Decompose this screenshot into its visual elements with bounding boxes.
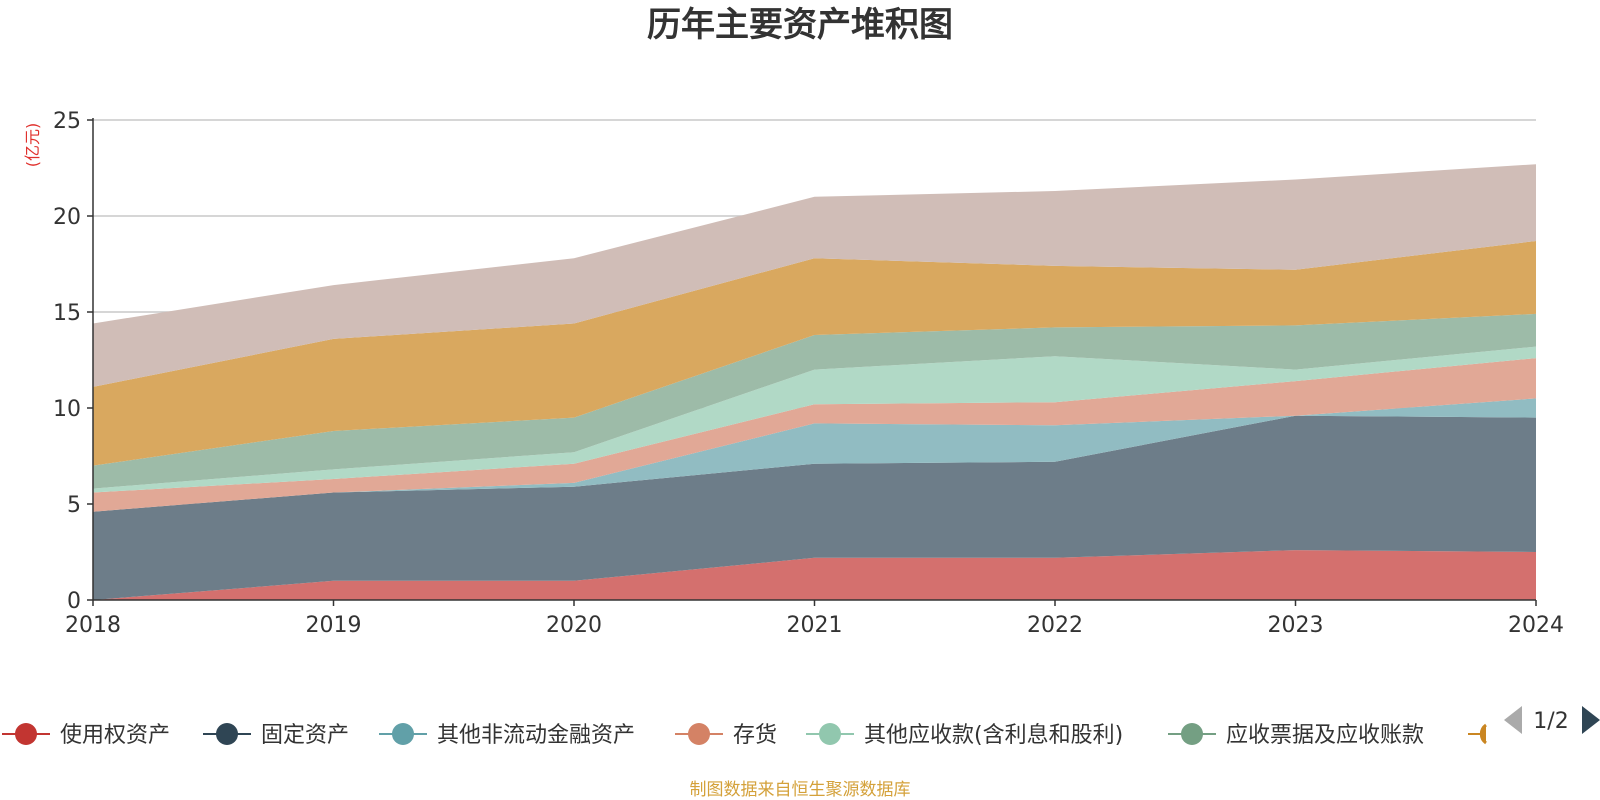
legend-item-1[interactable]: 固定资产 [203,723,349,748]
legend-label: 其他应收款(含利息和股利) [864,723,1123,748]
x-tick-label: 2023 [1268,613,1324,638]
legend-marker [1181,723,1203,745]
x-tick-label: 2019 [306,613,362,638]
area-series-2 [93,398,1536,512]
x-tick-label: 2022 [1027,613,1083,638]
legend-item-3[interactable]: 存货 [675,723,777,748]
legend-prev-icon[interactable] [1504,706,1522,734]
legend-marker [216,723,238,745]
y-tick-label: 0 [67,589,81,614]
y-axis-label: (亿元) [23,123,42,168]
area-series-3 [93,358,1536,512]
x-tick-label: 2021 [787,613,843,638]
area-series-6 [93,241,1536,466]
y-tick-label: 15 [53,301,81,326]
y-axis-ticks: 0 5 10 15 20 25 [53,109,93,614]
legend-item-2[interactable]: 其他非流动金融资产 [379,723,635,748]
legend-label: 使用权资产 [60,723,170,748]
y-tick-label: 5 [67,493,81,518]
legend: 使用权资产 固定资产 其他非流动金融资产 存货 其他应收款(含利息和股利) 应收票据及应收… [2,723,1487,748]
area-series-4 [93,346,1536,493]
legend-marker [15,723,37,745]
legend-marker [392,723,414,745]
area-series [93,164,1536,600]
legend-item-5[interactable]: 应收票据及应收账款 [1168,723,1424,748]
area-series-7 [93,164,1536,387]
area-series-1 [93,415,1536,600]
legend-marker [819,723,841,745]
legend-item-6[interactable] [1468,723,1487,745]
x-tick-label: 2018 [65,613,121,638]
x-tick-label: 2020 [546,613,602,638]
legend-page-indicator: 1/2 [1533,709,1568,734]
y-tick-label: 10 [53,397,81,422]
x-tick-label: 2024 [1508,613,1564,638]
legend-next-icon[interactable] [1582,706,1600,734]
y-tick-label: 25 [53,109,81,134]
legend-marker [688,723,710,745]
chart-title: 历年主要资产堆积图 [647,5,953,45]
legend-pager: 1/2 [1504,706,1600,734]
legend-label: 固定资产 [261,723,349,748]
x-axis-ticks: 2018 2019 2020 2021 2022 2023 2024 [65,600,1564,638]
y-tick-label: 20 [53,205,81,230]
legend-marker [1479,723,1487,745]
legend-label: 其他非流动金融资产 [437,723,635,748]
legend-label: 应收票据及应收账款 [1226,723,1424,748]
legend-item-0[interactable]: 使用权资产 [2,723,170,748]
area-series-5 [93,313,1536,489]
legend-item-4[interactable]: 其他应收款(含利息和股利) [806,723,1123,748]
data-source-note: 制图数据来自恒生聚源数据库 [690,780,911,800]
legend-label: 存货 [733,723,777,748]
area-series-0 [93,550,1536,600]
